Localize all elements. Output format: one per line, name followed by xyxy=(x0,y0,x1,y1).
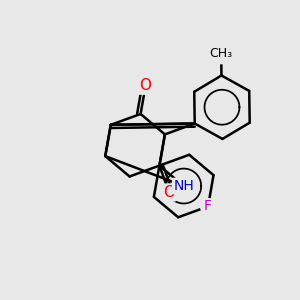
Text: CH₃: CH₃ xyxy=(210,47,233,60)
Circle shape xyxy=(161,184,177,201)
Text: F: F xyxy=(204,200,212,213)
Circle shape xyxy=(137,78,154,94)
Text: O: O xyxy=(140,78,152,93)
Text: NH: NH xyxy=(173,179,194,193)
Text: O: O xyxy=(163,185,175,200)
Circle shape xyxy=(200,199,215,214)
Circle shape xyxy=(173,176,194,197)
Circle shape xyxy=(211,43,232,64)
